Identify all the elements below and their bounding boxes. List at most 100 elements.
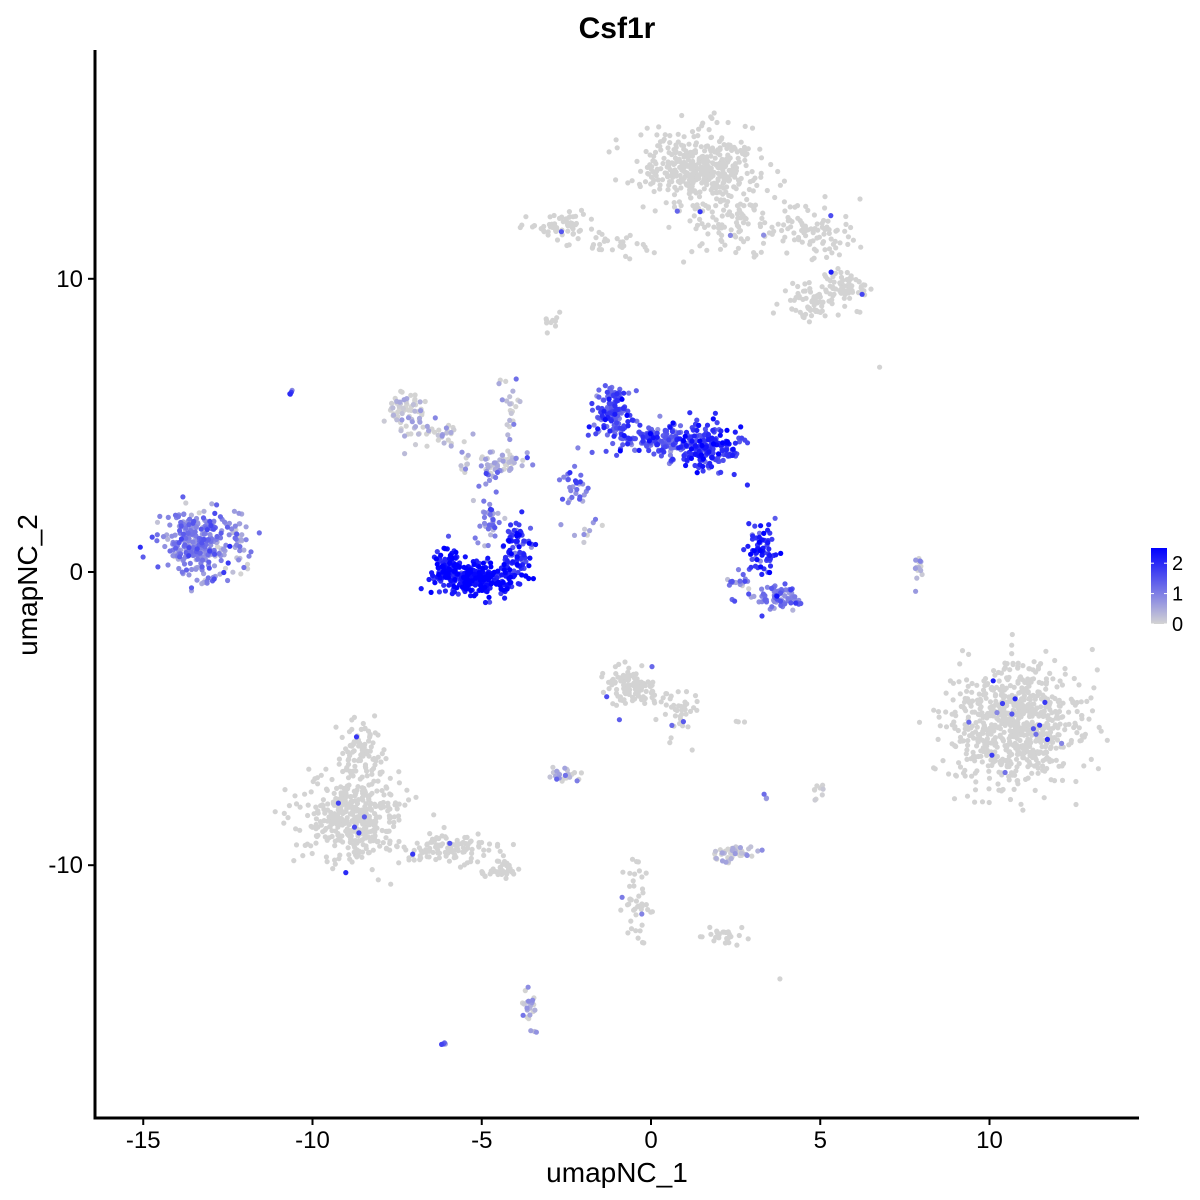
cell-point [714,196,720,202]
cell-point [986,775,993,781]
cell-point [980,713,986,719]
cell-point [965,742,971,748]
cell-point [826,227,832,233]
cell-point [646,447,652,454]
cell-point [712,410,719,416]
cell-point [749,556,755,563]
cell-point [396,769,402,775]
cell-point [505,528,511,535]
cell-point [667,140,673,146]
cell-point [994,744,1000,750]
x-tick-label: 5 [814,1127,827,1154]
cell-point [336,756,342,762]
cell-point [281,820,287,826]
y-tick-label: 10 [56,266,83,293]
cell-point [724,935,730,942]
cell-point [835,266,841,272]
cell-point [481,847,487,853]
cell-point [633,898,640,904]
cell-point [644,443,650,449]
cell-point [996,769,1002,775]
cell-point [180,494,186,500]
cell-point [736,932,742,939]
cell-point [422,398,428,405]
cell-point [1079,733,1085,739]
cell-point [715,150,721,156]
cell-point [1084,698,1090,705]
plot-title: Csf1r [579,12,656,45]
cell-point [696,194,703,200]
cell-point [649,682,655,689]
cell-point [395,813,402,819]
cell-point [345,757,351,763]
cell-point [394,417,400,423]
cell-point [707,924,713,931]
cell-point [647,431,654,437]
cell-point [722,161,729,167]
cell-point [660,695,666,701]
cell-point [812,797,818,803]
cell-point [782,601,788,607]
cell-point [1049,758,1055,764]
cell-point [337,837,343,843]
cell-point [387,806,393,812]
cell-point [826,230,832,236]
cell-point [987,699,994,705]
cell-point [481,520,488,527]
cell-point [354,854,360,860]
cell-point [634,158,640,164]
cell-point [1020,750,1026,756]
cell-point [593,235,599,241]
cell-point [1017,737,1023,744]
cell-point [850,237,857,243]
cell-point [606,149,612,155]
cell-point [848,224,854,231]
cell-point [447,840,453,846]
cell-point [1050,676,1056,682]
cell-point [742,123,748,129]
cell-point [446,566,452,572]
cell-point [637,422,643,428]
cell-point [628,926,635,932]
cell-point [547,774,553,780]
cell-point [1070,698,1076,705]
cell-point [205,537,211,543]
cell-point [1027,694,1033,701]
cell-point [1027,737,1033,743]
cell-point [177,554,183,560]
cell-point [819,303,825,309]
cell-point [961,705,968,712]
cell-point [602,383,608,389]
cell-point [207,548,213,554]
cell-point [211,526,217,532]
cell-point [573,490,579,496]
cell-point [530,997,536,1003]
cell-point [677,423,684,429]
cell-point [727,232,734,238]
cell-point [678,185,684,191]
cell-point [822,247,828,253]
cell-point [477,582,484,589]
cell-point [710,161,716,167]
cell-point [384,785,390,791]
cell-point [315,781,321,787]
cell-point [211,563,218,569]
cell-point [547,214,553,220]
cell-point [185,530,191,536]
cell-point [281,810,287,817]
cell-point [744,852,750,859]
cell-point [980,687,987,693]
cell-point [197,550,203,556]
cell-point [481,514,488,521]
cell-point [1032,787,1038,794]
cell-point [511,460,517,466]
cell-point [985,731,991,737]
cell-point [620,405,626,411]
cell-point [735,215,741,221]
cell-point [625,423,631,429]
cell-point [580,211,587,217]
cell-point [693,177,700,183]
cell-point [155,564,161,570]
cell-point [375,732,381,738]
cell-point [668,735,674,741]
